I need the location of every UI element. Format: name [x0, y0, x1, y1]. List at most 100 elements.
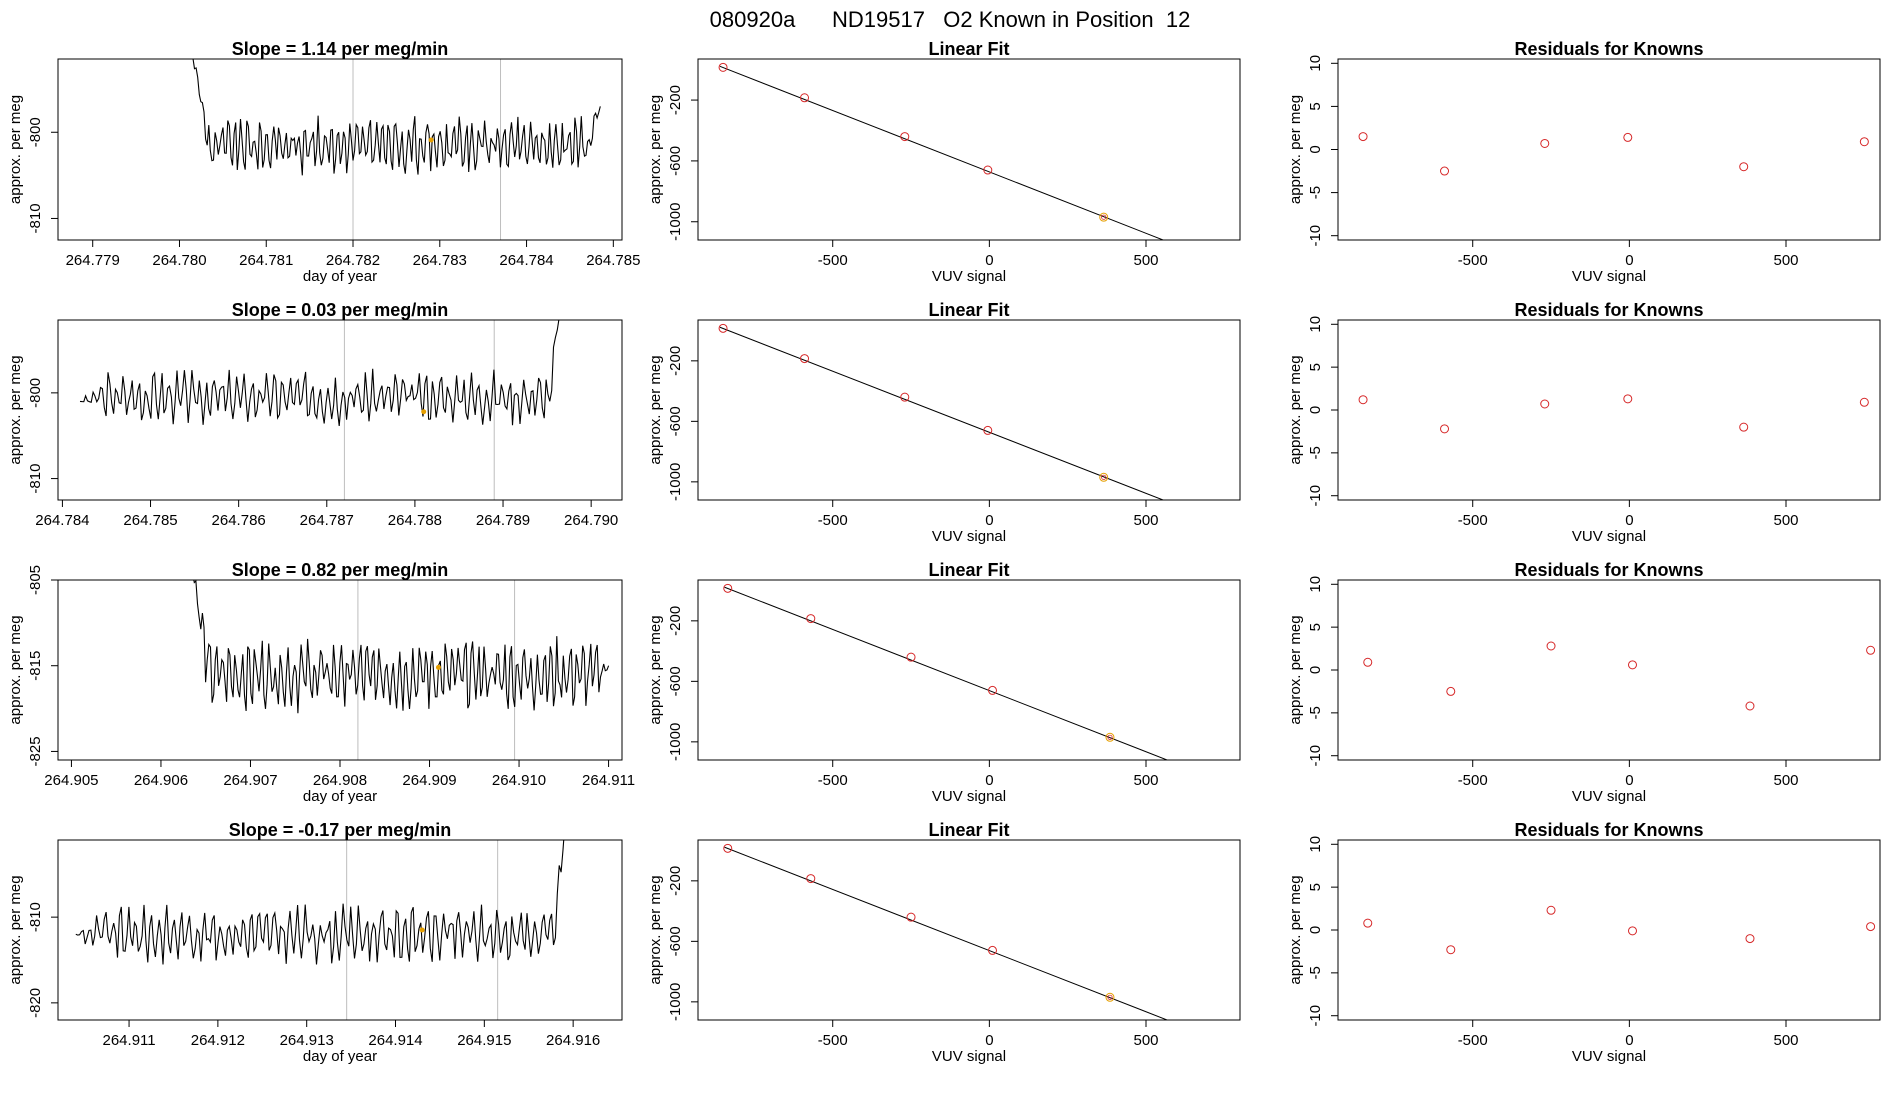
highlight-point	[428, 137, 434, 143]
y-tick-label: -820	[27, 988, 44, 1018]
y-tick-label: -10	[1307, 1005, 1324, 1027]
x-tick-label: 264.786	[212, 512, 266, 529]
panel-title: Linear Fit	[928, 560, 1009, 580]
data-point	[1358, 395, 1368, 405]
data-point	[1227, 780, 1235, 788]
x-tick-label: 264.780	[152, 252, 206, 269]
y-axis-label: approx. per meg	[1287, 95, 1304, 204]
x-tick-label: -500	[818, 252, 848, 269]
y-tick-label: -5	[1307, 446, 1324, 459]
plot-frame	[697, 319, 1241, 501]
panel-title: Linear Fit	[928, 820, 1009, 840]
x-tick-label: 0	[985, 1032, 993, 1049]
panel-2-1: Slope = 0.03 per meg/min 264.784 264.785 26…	[7, 300, 623, 529]
x-tick-label: 264.916	[546, 1032, 600, 1049]
plot-area	[79, 320, 560, 500]
plot-area	[1363, 905, 1876, 955]
data-point	[1220, 260, 1228, 268]
x-tick-label: 0	[985, 512, 993, 529]
highlight-point-inner	[1101, 474, 1107, 480]
plot-frame	[57, 839, 623, 1021]
y-tick-label: -600	[667, 666, 684, 696]
trace-line	[79, 320, 560, 426]
y-axis-label: approx. per meg	[1287, 355, 1304, 464]
y-tick-label: -1000	[667, 463, 684, 501]
y-tick-label: 10	[1307, 576, 1324, 593]
panel-title: Linear Fit	[928, 39, 1009, 59]
panel-3-1: Slope = 0.82 per meg/min 264.905 264.906 26…	[7, 560, 635, 805]
data-point	[1866, 645, 1876, 655]
x-tick-label: 264.910	[492, 772, 546, 789]
y-tick-label: 0	[1307, 406, 1324, 414]
data-point	[723, 583, 733, 593]
panel-title: Slope = 1.14 per meg/min	[232, 39, 449, 59]
y-tick-label: -815	[27, 651, 44, 681]
y-tick-label: -600	[667, 926, 684, 956]
data-point	[1627, 660, 1637, 670]
x-axis-label: VUV signal	[932, 268, 1006, 285]
data-point	[1627, 926, 1637, 936]
plot-frame	[697, 579, 1241, 761]
plot-frame	[57, 319, 623, 501]
plot-area	[192, 59, 601, 240]
data-point	[1745, 934, 1755, 944]
x-tick-label: 264.782	[326, 252, 380, 269]
x-tick-label: 264.787	[300, 512, 354, 529]
x-tick-label: -500	[1458, 1032, 1488, 1049]
trace-line	[192, 59, 601, 176]
data-point	[1859, 397, 1869, 407]
y-tick-label: -825	[27, 736, 44, 766]
y-axis-label: approx. per meg	[647, 95, 664, 204]
data-point	[987, 685, 997, 695]
plot-frame	[697, 58, 1241, 241]
highlight-point	[1105, 732, 1115, 742]
x-axis-label: VUV signal	[1572, 268, 1646, 285]
y-axis-label: approx. per meg	[7, 355, 24, 464]
panel-3-3: Residuals for Knowns -500 0 500 10 5 0 -5 -10 VUV…	[1287, 560, 1881, 805]
y-tick-label: -10	[1307, 745, 1324, 767]
x-tick-label: 264.912	[191, 1032, 245, 1049]
plot-area	[723, 843, 1169, 1020]
y-tick-label: -810	[27, 902, 44, 932]
x-tick-label: 0	[1625, 512, 1633, 529]
data-point	[800, 354, 810, 364]
plot-frame	[57, 579, 623, 761]
y-tick-label: -200	[667, 346, 684, 376]
data-point	[900, 392, 910, 402]
y-axis-label: approx. per meg	[7, 615, 24, 724]
y-tick-label: -1000	[667, 983, 684, 1021]
x-tick-label: 264.785	[123, 512, 177, 529]
x-tick-label: 0	[1625, 1032, 1633, 1049]
x-axis-label: VUV signal	[932, 528, 1006, 545]
x-tick-label: 264.905	[44, 772, 98, 789]
x-tick-label: 500	[1773, 512, 1798, 529]
x-tick-label: 264.908	[313, 772, 367, 789]
x-tick-label: 264.913	[280, 1032, 334, 1049]
x-tick-label: 500	[1773, 772, 1798, 789]
data-point	[900, 132, 910, 142]
x-tick-label: 264.911	[103, 1032, 156, 1049]
y-tick-label: 0	[1307, 926, 1324, 934]
x-axis-label: VUV signal	[1572, 528, 1646, 545]
panel-title: Slope = 0.03 per meg/min	[232, 300, 449, 320]
y-tick-label: 10	[1307, 836, 1324, 853]
data-point	[1440, 424, 1450, 434]
plot-frame	[1337, 579, 1881, 761]
x-tick-label: 500	[1773, 1032, 1798, 1049]
data-point	[800, 93, 810, 103]
panel-2-2: Linear Fit -500 0 500 -200 -600 -1000 VUV signa…	[647, 300, 1241, 545]
highlight-point	[1105, 992, 1115, 1002]
x-tick-label: -500	[818, 1032, 848, 1049]
x-axis-label: day of year	[303, 788, 377, 805]
panel-1-2: Linear Fit -500 0 500 -200 -600 -1000 VUV signa…	[647, 39, 1241, 285]
panel-4-3: Residuals for Knowns -500 0 500 10 5 0 -5 -10 VUV…	[1287, 820, 1881, 1065]
x-tick-label: 264.783	[413, 252, 467, 269]
x-tick-label: 264.788	[388, 512, 442, 529]
highlight-point	[419, 927, 425, 933]
y-axis-label: approx. per meg	[1287, 875, 1304, 984]
y-tick-label: -1000	[667, 203, 684, 241]
y-tick-label: 0	[1307, 666, 1324, 674]
y-tick-label: -1000	[667, 723, 684, 761]
x-tick-label: 500	[1133, 772, 1158, 789]
